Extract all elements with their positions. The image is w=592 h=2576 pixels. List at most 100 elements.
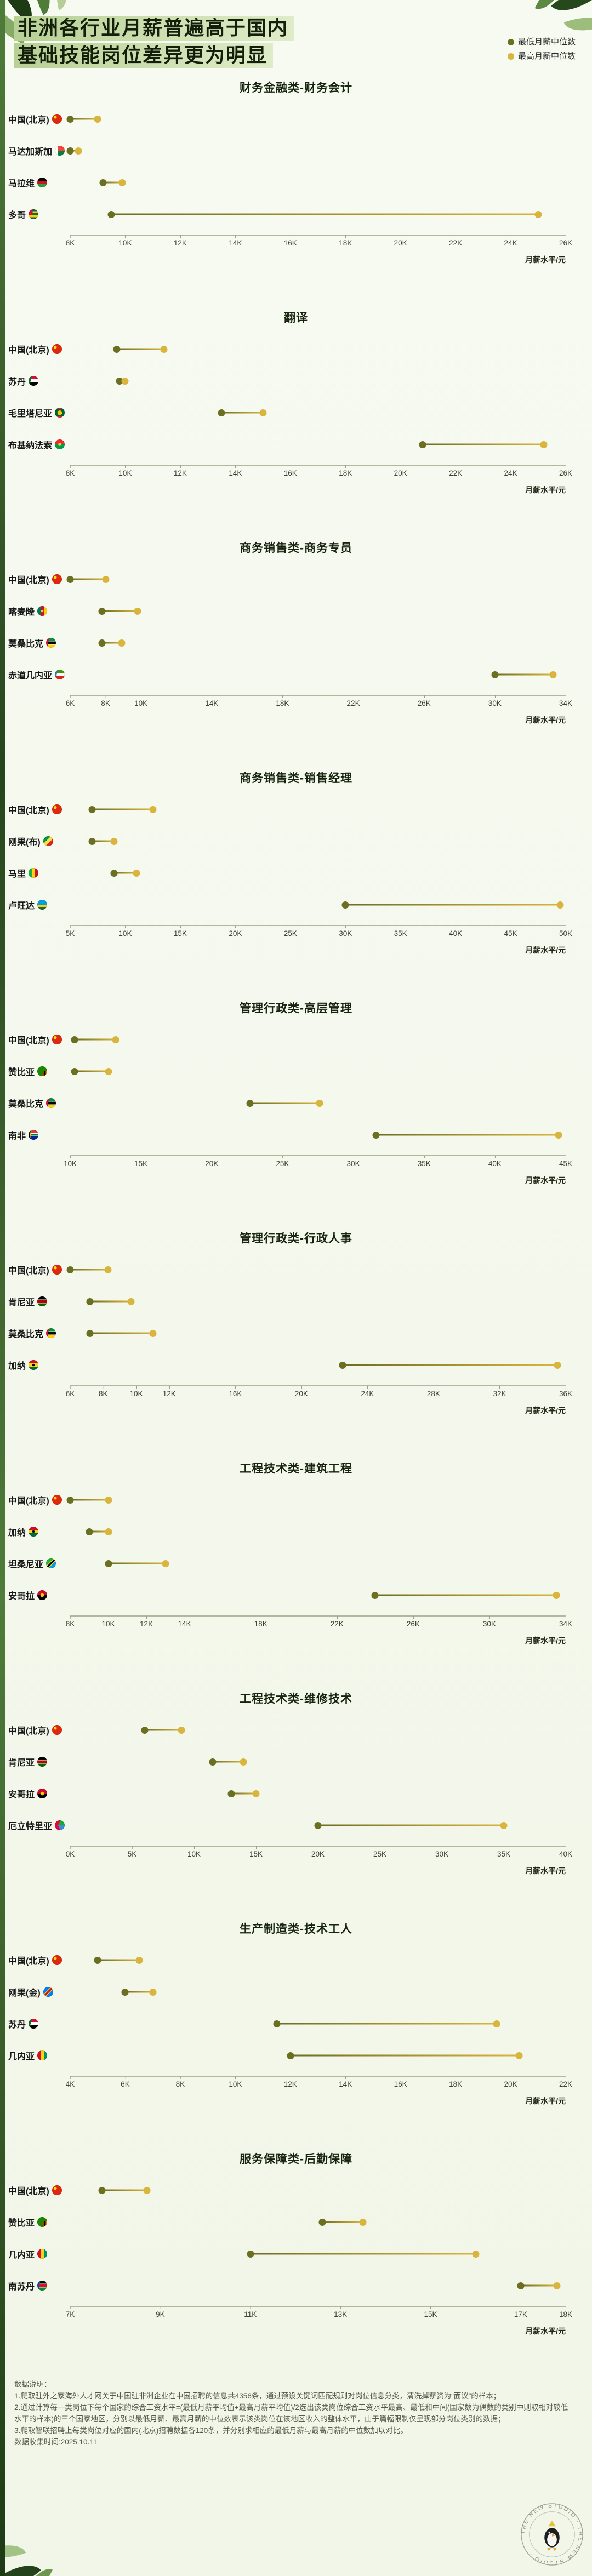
max-salary-dot (316, 1099, 323, 1107)
flag-tz-icon (46, 1558, 56, 1568)
max-salary-dot (105, 1067, 112, 1075)
salary-range (88, 837, 118, 845)
salary-track (70, 2206, 566, 2238)
x-axis-label: 月薪水平/元 (525, 2097, 566, 2105)
country-label: 中国(北京) (0, 342, 70, 356)
salary-track (70, 1778, 566, 1809)
country-label: 几内亚 (0, 2247, 70, 2260)
country-name: 安哥拉 (8, 1592, 35, 1601)
min-salary-dot (99, 179, 107, 186)
salary-track (70, 1349, 566, 1381)
country-name: 刚果(布) (8, 838, 41, 847)
chart-row: 中国(北京) (0, 1024, 592, 1055)
axis-tick: 20K (394, 235, 407, 247)
min-salary-dot (86, 1329, 94, 1337)
header: 非洲各行业月薪普遍高于国内 基础技能岗位差异更为明显 最低月薪中位数 最高月薪中… (0, 0, 592, 70)
chart-row: 喀麦隆 (0, 595, 592, 627)
axis-tick: 18K (449, 2076, 463, 2088)
flag-ml-icon (29, 868, 39, 878)
max-salary-dot (178, 1726, 185, 1734)
min-salary-dot (66, 1496, 74, 1504)
max-salary-dot (118, 639, 126, 647)
chart-9: 生产制造类-技术工人 中国(北京) 刚果(金) 苏丹 几内亚 4K 6K 8K 10K 12K 14… (0, 1911, 592, 2141)
country-label: 中国(北京) (0, 1954, 70, 1967)
flag-cn-icon (52, 1725, 62, 1735)
min-salary-dot (273, 2020, 281, 2027)
axis-tick: 30K (488, 695, 502, 707)
country-name: 中国(北京) (8, 806, 49, 815)
legend: 最低月薪中位数 最高月薪中位数 (507, 35, 576, 64)
salary-range (98, 607, 141, 615)
chart-row: 中国(北京) (0, 1254, 592, 1286)
flag-ke-icon (37, 1296, 48, 1306)
axis-tick: 22K (559, 2076, 573, 2088)
chart-row: 苏丹 (0, 2008, 592, 2040)
axis-tick: 15K (424, 2306, 437, 2318)
country-label: 卢旺达 (0, 898, 70, 911)
country-label: 加纳 (0, 1525, 70, 1538)
chart-title: 财务金融类-财务会计 (240, 82, 352, 94)
chart-row: 肯尼亚 (0, 1746, 592, 1778)
x-axis: 0K 5K 10K 15K 20K 25K 30K 35K 40K (66, 1846, 572, 1860)
min-salary-dot (110, 869, 118, 877)
min-salary-dot (94, 1956, 101, 1964)
axis-tick: 14K (205, 695, 219, 707)
max-salary-dot (149, 1988, 157, 1996)
salary-track (70, 429, 566, 460)
axis-tick: 14K (229, 235, 242, 247)
salary-range (113, 345, 168, 353)
country-label: 马拉维 (0, 176, 70, 189)
min-salary-dot (66, 147, 74, 155)
axis-tick: 17K (514, 2306, 527, 2318)
axis-tick: 12K (173, 465, 187, 477)
country-label: 毛里塔尼亚 (0, 406, 70, 419)
salary-range (66, 115, 101, 123)
chart-row: 加纳 (0, 1349, 592, 1381)
salary-range (86, 1329, 157, 1337)
flag-cn-icon (52, 574, 62, 584)
country-name: 赤道几内亚 (8, 671, 53, 681)
salary-track (66, 1484, 566, 1516)
min-dot-icon (507, 39, 514, 45)
country-name: 苏丹 (8, 378, 26, 387)
country-label: 莫桑比克 (0, 1096, 70, 1110)
max-salary-dot (105, 1528, 112, 1535)
min-salary-dot (71, 1036, 78, 1043)
axis-tick: 0K (65, 1846, 75, 1858)
x-axis-label: 月薪水平/元 (525, 1636, 566, 1645)
flag-cn-icon (52, 114, 62, 124)
flag-cn-icon (52, 1035, 62, 1044)
flag-cn-icon (52, 1495, 62, 1505)
country-label: 中国(北京) (0, 573, 70, 586)
country-name: 毛里塔尼亚 (8, 409, 53, 419)
flag-ao-icon (37, 1590, 48, 1600)
min-salary-dot (341, 901, 349, 909)
axis-tick: 20K (205, 1156, 219, 1168)
max-salary-dot (121, 377, 129, 385)
salary-range (88, 806, 157, 813)
chart-row: 中国(北京) (0, 793, 592, 825)
axis-tick: 12K (283, 2076, 297, 2088)
country-name: 肯尼亚 (8, 1758, 35, 1768)
min-salary-dot (116, 377, 123, 385)
country-name: 几内亚 (8, 2052, 35, 2061)
axis-tick: 6K (121, 2076, 130, 2088)
min-salary-dot (86, 1298, 94, 1305)
max-salary-dot (553, 1591, 560, 1599)
axis-tick: 24K (504, 465, 517, 477)
flag-gn-icon (37, 2050, 48, 2060)
country-label: 苏丹 (0, 374, 70, 387)
data-collection-date: 数据收集时间:2025.10.11 (14, 2437, 98, 2446)
salary-track (66, 563, 566, 595)
country-name: 中国(北京) (8, 1497, 49, 1506)
flag-gh-icon (29, 1527, 39, 1537)
axis-tick: 4K (65, 2076, 75, 2088)
country-label: 布基纳法索 (0, 438, 70, 451)
max-salary-dot (554, 1361, 561, 1369)
salary-track (70, 1286, 566, 1317)
flag-gn-icon (37, 2249, 48, 2259)
axis-tick: 10K (129, 1386, 143, 1398)
salary-track (70, 595, 566, 627)
salary-track (70, 397, 566, 429)
country-label: 多哥 (0, 208, 70, 221)
